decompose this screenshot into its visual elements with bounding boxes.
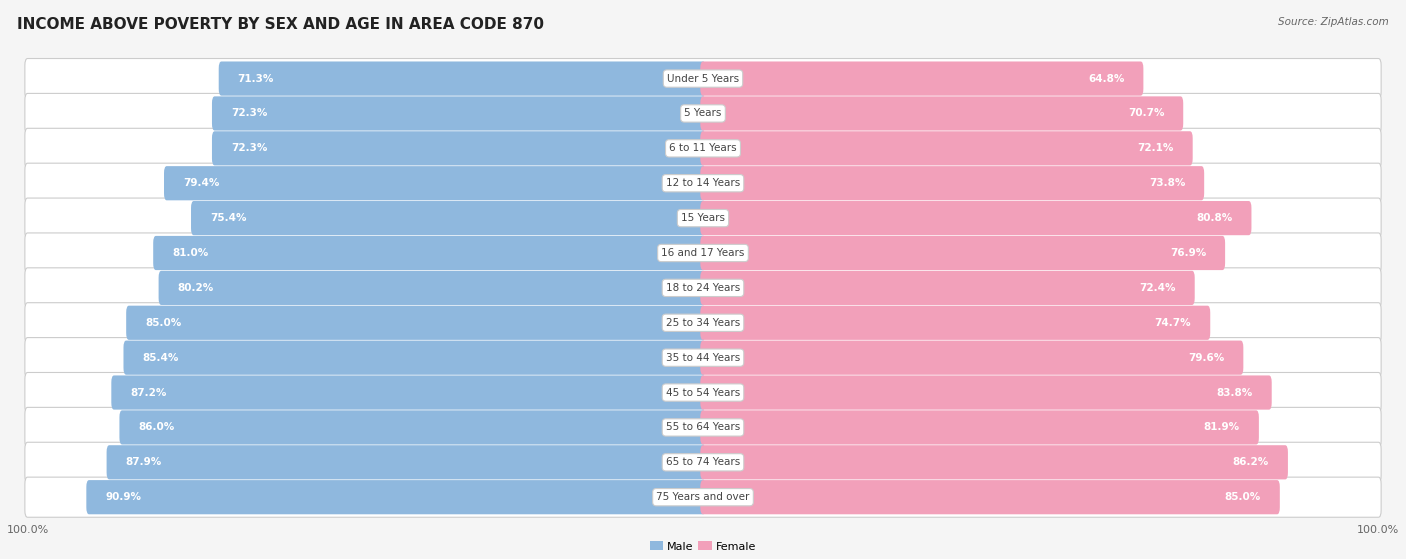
FancyBboxPatch shape	[700, 340, 1243, 375]
FancyBboxPatch shape	[86, 480, 706, 514]
FancyBboxPatch shape	[25, 198, 1381, 238]
FancyBboxPatch shape	[165, 166, 706, 200]
FancyBboxPatch shape	[700, 410, 1258, 444]
FancyBboxPatch shape	[107, 445, 706, 480]
Text: 64.8%: 64.8%	[1088, 74, 1125, 84]
Text: 76.9%: 76.9%	[1170, 248, 1206, 258]
Text: 12 to 14 Years: 12 to 14 Years	[666, 178, 740, 188]
FancyBboxPatch shape	[25, 477, 1381, 517]
Text: 74.7%: 74.7%	[1154, 318, 1191, 328]
Text: 18 to 24 Years: 18 to 24 Years	[666, 283, 740, 293]
FancyBboxPatch shape	[700, 445, 1288, 480]
Text: 35 to 44 Years: 35 to 44 Years	[666, 353, 740, 363]
Text: 72.3%: 72.3%	[231, 108, 267, 119]
FancyBboxPatch shape	[700, 166, 1204, 200]
FancyBboxPatch shape	[25, 163, 1381, 203]
FancyBboxPatch shape	[25, 338, 1381, 378]
FancyBboxPatch shape	[120, 410, 706, 444]
FancyBboxPatch shape	[700, 306, 1211, 340]
Text: 55 to 64 Years: 55 to 64 Years	[666, 423, 740, 433]
Text: 15 Years: 15 Years	[681, 213, 725, 223]
FancyBboxPatch shape	[700, 201, 1251, 235]
FancyBboxPatch shape	[25, 303, 1381, 343]
Text: Source: ZipAtlas.com: Source: ZipAtlas.com	[1278, 17, 1389, 27]
FancyBboxPatch shape	[111, 376, 706, 410]
FancyBboxPatch shape	[25, 93, 1381, 134]
Text: 85.4%: 85.4%	[142, 353, 179, 363]
FancyBboxPatch shape	[25, 128, 1381, 168]
Legend: Male, Female: Male, Female	[645, 537, 761, 556]
Text: 16 and 17 Years: 16 and 17 Years	[661, 248, 745, 258]
Text: 87.2%: 87.2%	[131, 387, 166, 397]
Text: 87.9%: 87.9%	[125, 457, 162, 467]
Text: 75 Years and over: 75 Years and over	[657, 492, 749, 502]
FancyBboxPatch shape	[212, 96, 706, 131]
Text: 70.7%: 70.7%	[1128, 108, 1164, 119]
FancyBboxPatch shape	[700, 96, 1184, 131]
FancyBboxPatch shape	[127, 306, 706, 340]
FancyBboxPatch shape	[25, 442, 1381, 482]
Text: 85.0%: 85.0%	[1225, 492, 1261, 502]
FancyBboxPatch shape	[25, 59, 1381, 98]
Text: 80.2%: 80.2%	[177, 283, 214, 293]
FancyBboxPatch shape	[700, 480, 1279, 514]
FancyBboxPatch shape	[700, 271, 1195, 305]
FancyBboxPatch shape	[700, 376, 1271, 410]
Text: INCOME ABOVE POVERTY BY SEX AND AGE IN AREA CODE 870: INCOME ABOVE POVERTY BY SEX AND AGE IN A…	[17, 17, 544, 32]
FancyBboxPatch shape	[25, 408, 1381, 448]
Text: 5 Years: 5 Years	[685, 108, 721, 119]
Text: 85.0%: 85.0%	[145, 318, 181, 328]
Text: 79.4%: 79.4%	[183, 178, 219, 188]
Text: 86.2%: 86.2%	[1233, 457, 1270, 467]
Text: 25 to 34 Years: 25 to 34 Years	[666, 318, 740, 328]
FancyBboxPatch shape	[25, 233, 1381, 273]
FancyBboxPatch shape	[212, 131, 706, 165]
FancyBboxPatch shape	[25, 372, 1381, 413]
Text: 65 to 74 Years: 65 to 74 Years	[666, 457, 740, 467]
Text: 73.8%: 73.8%	[1149, 178, 1185, 188]
Text: 81.0%: 81.0%	[172, 248, 208, 258]
Text: 45 to 54 Years: 45 to 54 Years	[666, 387, 740, 397]
Text: 72.3%: 72.3%	[231, 143, 267, 153]
Text: 75.4%: 75.4%	[209, 213, 246, 223]
FancyBboxPatch shape	[159, 271, 706, 305]
Text: 83.8%: 83.8%	[1216, 387, 1253, 397]
Text: 90.9%: 90.9%	[105, 492, 141, 502]
Text: 6 to 11 Years: 6 to 11 Years	[669, 143, 737, 153]
FancyBboxPatch shape	[191, 201, 706, 235]
Text: 71.3%: 71.3%	[238, 74, 274, 84]
Text: 81.9%: 81.9%	[1204, 423, 1240, 433]
Text: 72.4%: 72.4%	[1139, 283, 1175, 293]
Text: 80.8%: 80.8%	[1197, 213, 1233, 223]
FancyBboxPatch shape	[700, 61, 1143, 96]
Text: 72.1%: 72.1%	[1137, 143, 1174, 153]
FancyBboxPatch shape	[700, 236, 1225, 270]
FancyBboxPatch shape	[25, 268, 1381, 308]
Text: 79.6%: 79.6%	[1188, 353, 1225, 363]
Text: 86.0%: 86.0%	[138, 423, 174, 433]
FancyBboxPatch shape	[219, 61, 706, 96]
FancyBboxPatch shape	[124, 340, 706, 375]
FancyBboxPatch shape	[700, 131, 1192, 165]
FancyBboxPatch shape	[153, 236, 706, 270]
Text: Under 5 Years: Under 5 Years	[666, 74, 740, 84]
